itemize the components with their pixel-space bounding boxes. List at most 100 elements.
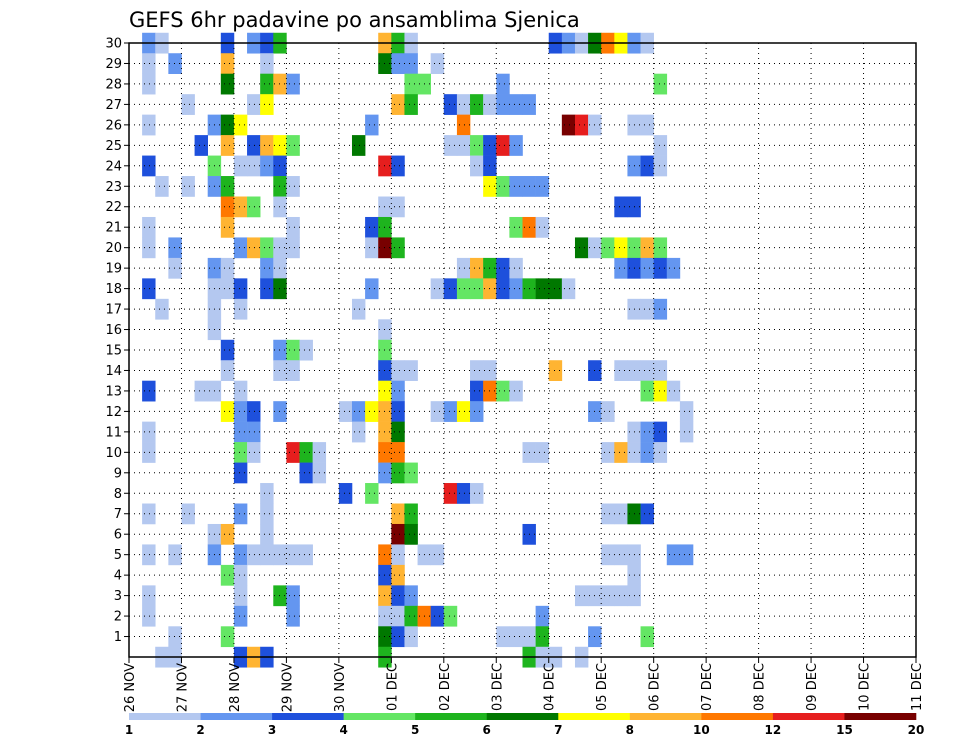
heatmap-cell xyxy=(194,380,208,402)
heatmap-cell xyxy=(456,114,471,136)
heatmap-cell xyxy=(614,237,628,259)
heatmap-cell xyxy=(509,216,523,238)
heatmap-cell xyxy=(535,626,550,648)
heatmap-cell xyxy=(233,196,248,218)
heatmap-cell xyxy=(260,257,274,279)
heatmap-cell xyxy=(181,94,195,115)
heatmap-cell xyxy=(338,483,353,504)
colorbar-label: 10 xyxy=(693,723,710,737)
heatmap-cell xyxy=(247,442,261,463)
heatmap-cell xyxy=(338,401,353,422)
heatmap-cell xyxy=(653,360,668,381)
heatmap-cell xyxy=(260,53,274,74)
heatmap-cell xyxy=(509,135,523,156)
colorbar-label: 4 xyxy=(339,723,347,737)
heatmap-cell xyxy=(391,564,405,586)
colorbar-swatch xyxy=(272,713,344,720)
heatmap-cell xyxy=(260,237,274,259)
heatmap-cell xyxy=(391,421,405,443)
heatmap-cell xyxy=(509,626,523,648)
y-tick-label: 28 xyxy=(105,77,122,92)
heatmap-cell xyxy=(496,94,510,115)
heatmap-cell xyxy=(220,360,235,381)
heatmap-cell xyxy=(509,380,523,402)
colorbar-swatch xyxy=(701,713,774,720)
heatmap-cell xyxy=(614,360,628,381)
heatmap-cell xyxy=(155,176,169,197)
heatmap-cell xyxy=(220,626,235,648)
y-tick-label: 8 xyxy=(114,487,122,502)
heatmap-cell xyxy=(142,278,156,300)
heatmap-cell xyxy=(653,135,668,156)
heatmap-cell xyxy=(286,216,300,238)
heatmap-cell xyxy=(299,442,313,463)
heatmap-cell xyxy=(574,237,589,259)
heatmap-cell xyxy=(142,73,156,95)
heatmap-cell xyxy=(535,442,550,463)
colorbar-swatch xyxy=(629,713,702,720)
heatmap-cell xyxy=(653,257,668,279)
heatmap-cell xyxy=(391,53,405,74)
heatmap-cell xyxy=(404,462,418,484)
heatmap-cell xyxy=(640,380,654,402)
heatmap-cell xyxy=(233,114,248,136)
heatmap-cell xyxy=(299,544,313,566)
heatmap-cell xyxy=(260,523,274,545)
colorbar-swatch xyxy=(415,713,488,720)
colorbar-swatch xyxy=(844,713,917,720)
heatmap-cell xyxy=(496,278,510,300)
heatmap-cell xyxy=(233,298,248,320)
y-tick-label: 27 xyxy=(105,98,122,113)
heatmap-cell xyxy=(496,176,510,197)
heatmap-cell xyxy=(443,135,458,156)
heatmap-cell xyxy=(142,114,156,136)
y-tick-label: 5 xyxy=(114,548,122,563)
heatmap-cell xyxy=(286,360,300,381)
heatmap-cell xyxy=(351,298,366,320)
heatmap-cell xyxy=(142,53,156,74)
heatmap-cell xyxy=(443,94,458,115)
heatmap-cell xyxy=(666,257,681,279)
y-tick-label: 7 xyxy=(114,507,122,522)
heatmap-cell xyxy=(470,94,484,115)
heatmap-cell xyxy=(535,605,550,627)
heatmap-cell xyxy=(286,605,300,627)
y-tick-label: 30 xyxy=(105,37,122,52)
heatmap-cell xyxy=(220,176,235,197)
heatmap-cell xyxy=(142,216,156,238)
heatmap-cell xyxy=(365,237,379,259)
heatmap-cell xyxy=(220,135,235,156)
colorbar-label: 12 xyxy=(765,723,782,737)
y-tick-label: 11 xyxy=(105,425,122,440)
heatmap-cell xyxy=(233,380,248,402)
heatmap-cell xyxy=(168,544,182,566)
heatmap-cell xyxy=(456,135,471,156)
heatmap-cell xyxy=(233,544,248,566)
x-tick-label: 29 NOV xyxy=(280,663,295,712)
heatmap-cell xyxy=(404,53,418,74)
heatmap-cell xyxy=(142,421,156,443)
heatmap-cell xyxy=(443,401,458,422)
heatmap-cell xyxy=(391,442,405,463)
heatmap-cell xyxy=(601,585,615,607)
heatmap-cell xyxy=(640,503,654,525)
heatmap-cell xyxy=(142,442,156,463)
y-axis: 1234567891011121314151617181920212223242… xyxy=(105,37,129,645)
heatmap-cell xyxy=(299,339,313,361)
heatmap-cell xyxy=(220,257,235,279)
heatmap-cell xyxy=(470,278,484,300)
heatmap-cell xyxy=(142,503,156,525)
heatmap-cell xyxy=(666,380,681,402)
heatmap-cell xyxy=(247,237,261,259)
heatmap-cell xyxy=(220,114,235,136)
y-tick-label: 17 xyxy=(105,303,122,318)
heatmap-cell xyxy=(614,257,628,279)
heatmap-cell xyxy=(260,73,274,95)
heatmap-cell xyxy=(286,135,300,156)
heatmap-cell xyxy=(666,544,681,566)
heatmap-cell xyxy=(286,176,300,197)
heatmap-cell xyxy=(286,339,300,361)
heatmap-cell xyxy=(365,216,379,238)
colorbar-label: 15 xyxy=(836,723,853,737)
